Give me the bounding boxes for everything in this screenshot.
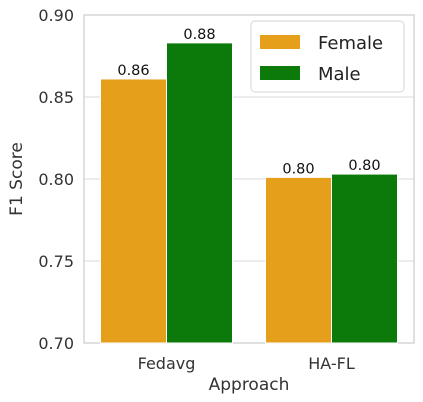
legend-swatch-female bbox=[260, 35, 300, 49]
legend-label-female: Female bbox=[318, 33, 383, 54]
legend-swatch-male bbox=[260, 66, 300, 80]
data-label: 0.80 bbox=[348, 158, 380, 174]
y-tick-label: 0.90 bbox=[38, 6, 74, 25]
data-label: 0.80 bbox=[282, 161, 314, 177]
bar-female-fedavg bbox=[100, 78, 167, 344]
data-label: 0.86 bbox=[117, 63, 149, 79]
bar-male-fedavg bbox=[166, 42, 233, 344]
x-tick-label: Fedavg bbox=[138, 354, 196, 373]
y-tick-label: 0.85 bbox=[38, 88, 74, 107]
x-tick-label: HA-FL bbox=[308, 354, 355, 373]
legend-label-male: Male bbox=[318, 64, 361, 85]
legend: Female Male bbox=[250, 20, 405, 93]
bars: 0.86 0.88 0.80 0.80 bbox=[100, 27, 398, 344]
y-tick-label: 0.80 bbox=[38, 170, 74, 189]
x-axis-ticks: Fedavg HA-FL bbox=[138, 354, 355, 373]
bar-male-ha-fl bbox=[331, 173, 398, 344]
bar-female-ha-fl bbox=[265, 176, 332, 344]
y-tick-label: 0.70 bbox=[38, 334, 74, 353]
data-label: 0.88 bbox=[183, 27, 215, 43]
y-tick-label: 0.75 bbox=[38, 252, 74, 271]
x-axis-label: Approach bbox=[209, 375, 290, 395]
plot-frame bbox=[83, 14, 415, 344]
y-axis-label: F1 Score bbox=[7, 142, 27, 216]
y-axis-ticks: 0.70 0.75 0.80 0.85 0.90 bbox=[38, 6, 74, 353]
